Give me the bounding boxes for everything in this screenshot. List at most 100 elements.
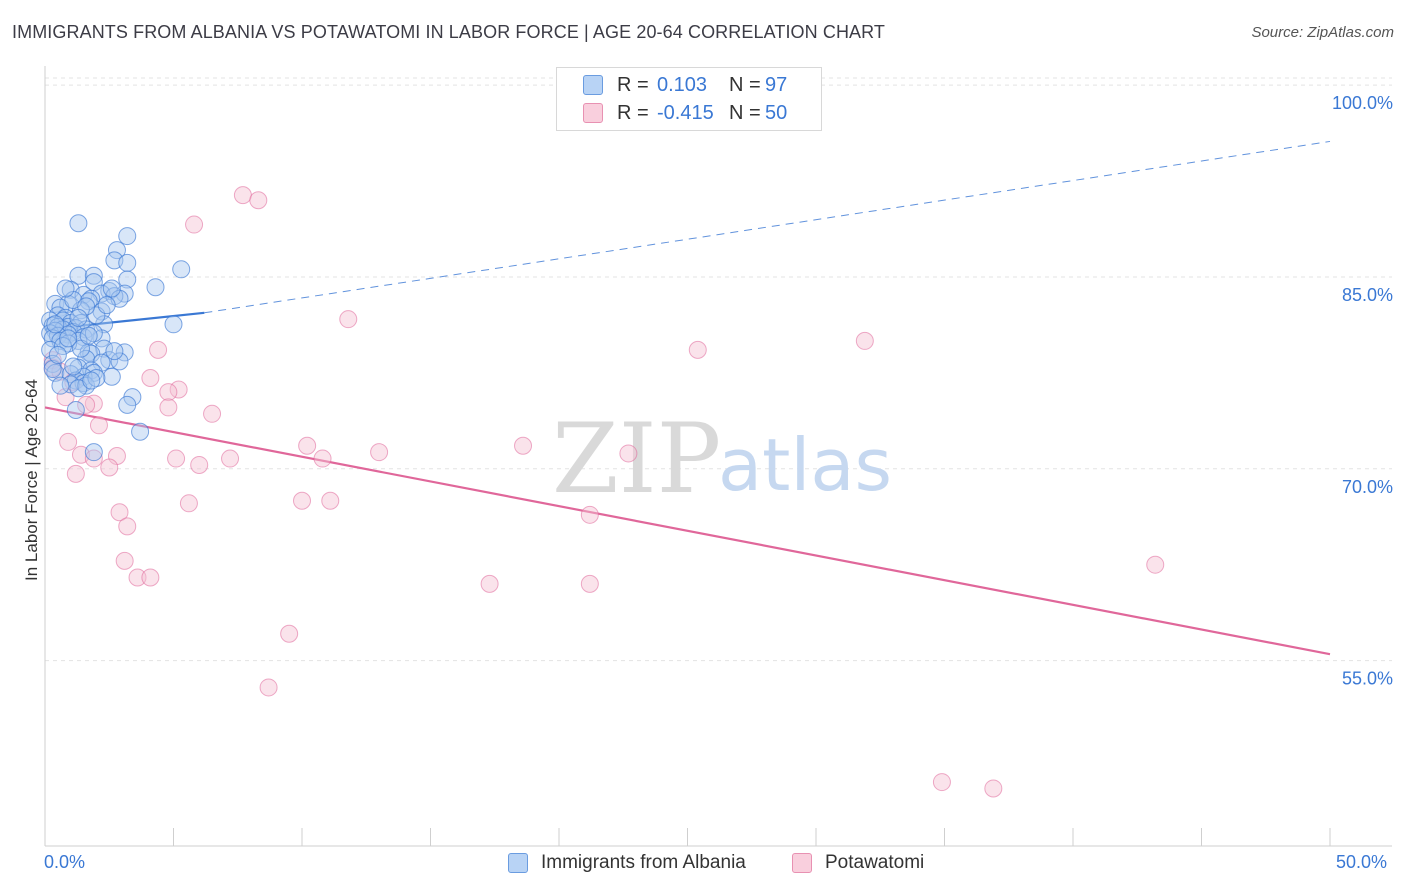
potawatomi-point bbox=[233, 186, 252, 205]
trend-lines bbox=[44, 140, 1331, 656]
data-points bbox=[41, 186, 1165, 798]
n-label: N = bbox=[729, 73, 761, 96]
albania-point bbox=[102, 367, 121, 386]
potawatomi-swatch-icon bbox=[792, 853, 812, 873]
albania-point bbox=[102, 279, 121, 298]
albania-point bbox=[48, 326, 67, 345]
potawatomi-trend-line bbox=[44, 406, 1331, 656]
albania-point bbox=[69, 214, 88, 233]
potawatomi-point bbox=[159, 383, 178, 402]
y-tick-label: 70.0% bbox=[1342, 477, 1393, 497]
potawatomi-point bbox=[1146, 555, 1165, 574]
potawatomi-point bbox=[203, 404, 222, 423]
axes bbox=[44, 66, 1392, 847]
albania-point bbox=[79, 326, 98, 345]
potawatomi-point bbox=[84, 449, 103, 468]
albania-point bbox=[66, 400, 85, 419]
albania-point bbox=[87, 369, 106, 387]
legend-label-potawatomi: Potawatomi bbox=[825, 852, 925, 873]
albania-point bbox=[164, 315, 183, 334]
albania-point bbox=[105, 342, 124, 361]
n-label: N = bbox=[729, 101, 761, 124]
y-tick-labels: 100.0% 85.0% 70.0% 55.0% bbox=[1332, 93, 1393, 688]
potawatomi-point bbox=[89, 416, 108, 435]
potawatomi-point bbox=[100, 458, 119, 477]
potawatomi-point bbox=[149, 340, 168, 359]
n-value: 97 bbox=[765, 73, 788, 96]
y-tick-label: 85.0% bbox=[1342, 285, 1393, 305]
potawatomi-point bbox=[619, 444, 638, 463]
albania-point bbox=[131, 422, 150, 441]
potawatomi-point bbox=[298, 436, 317, 455]
y-tick-label: 55.0% bbox=[1342, 669, 1393, 689]
albania-point bbox=[69, 308, 88, 327]
albania-point bbox=[43, 360, 62, 379]
r-label: R = bbox=[617, 101, 649, 124]
albania-swatch-icon bbox=[508, 853, 528, 873]
r-value: 0.103 bbox=[657, 73, 708, 96]
albania-point bbox=[84, 266, 103, 285]
potawatomi-point bbox=[118, 517, 137, 536]
chart-title: IMMIGRANTS FROM ALBANIA VS POTAWATOMI IN… bbox=[12, 22, 886, 42]
potawatomi-point bbox=[480, 574, 499, 593]
potawatomi-point bbox=[179, 494, 198, 513]
albania-point bbox=[46, 315, 65, 334]
x-axis-max-label: 50.0% bbox=[1336, 852, 1388, 872]
albania-point bbox=[59, 329, 78, 348]
watermark-atlas: atlas bbox=[718, 423, 892, 507]
potawatomi-point bbox=[185, 215, 204, 234]
series-legend: Immigrants from Albania Potawatomi bbox=[0, 852, 1406, 878]
potawatomi-point bbox=[321, 491, 340, 510]
y-tick-label: 100.0% bbox=[1332, 93, 1393, 113]
albania-point bbox=[51, 376, 70, 395]
potawatomi-point bbox=[77, 395, 96, 414]
albania-point bbox=[97, 296, 116, 315]
potawatomi-point bbox=[688, 340, 707, 359]
n-value: 50 bbox=[765, 101, 788, 124]
legend-item-albania: Immigrants from Albania bbox=[508, 852, 746, 874]
potawatomi-point bbox=[190, 455, 209, 474]
y-axis-title: In Labor Force | Age 20-64 bbox=[22, 379, 41, 581]
potawatomi-point bbox=[580, 505, 599, 524]
albania-point bbox=[146, 278, 165, 297]
x-axis-min-label: 0.0% bbox=[44, 852, 86, 872]
potawatomi-point bbox=[167, 449, 186, 468]
albania-point bbox=[107, 241, 126, 260]
potawatomi-point bbox=[984, 779, 1003, 798]
albania-point bbox=[64, 357, 83, 376]
watermark: ZIP atlas bbox=[552, 403, 892, 515]
potawatomi-point bbox=[339, 310, 358, 329]
potawatomi-point bbox=[141, 369, 160, 387]
albania-point bbox=[118, 270, 137, 289]
potawatomi-point bbox=[66, 464, 85, 483]
correlation-legend: R = 0.103 N = 97 R = -0.415 N = 50 bbox=[556, 67, 822, 131]
albania-point bbox=[118, 227, 137, 246]
legend-row-potawatomi: R = -0.415 N = 50 bbox=[583, 100, 805, 126]
potawatomi-point bbox=[141, 568, 160, 587]
potawatomi-point bbox=[159, 398, 178, 417]
albania-point bbox=[84, 324, 103, 343]
potawatomi-point bbox=[115, 551, 134, 570]
potawatomi-point bbox=[293, 491, 311, 510]
legend-row-albania: R = 0.103 N = 97 bbox=[583, 72, 805, 98]
albania-point bbox=[69, 266, 88, 285]
grid-lines bbox=[45, 77, 1392, 662]
albania-point bbox=[48, 345, 67, 364]
legend-label-albania: Immigrants from Albania bbox=[541, 852, 746, 873]
albania-point bbox=[56, 279, 75, 298]
albania-point bbox=[172, 260, 191, 279]
r-label: R = bbox=[617, 73, 649, 96]
potawatomi-point bbox=[249, 191, 268, 210]
potawatomi-point bbox=[855, 331, 874, 350]
potawatomi-point bbox=[932, 773, 951, 792]
potawatomi-swatch-icon bbox=[583, 103, 603, 123]
albania-point bbox=[82, 371, 101, 390]
potawatomi-point bbox=[169, 380, 188, 399]
albania-swatch-icon bbox=[583, 75, 603, 95]
potawatomi-point bbox=[84, 394, 103, 413]
potawatomi-point bbox=[514, 436, 533, 455]
albania-point bbox=[84, 443, 103, 462]
r-value: -0.415 bbox=[657, 101, 714, 124]
albania-point bbox=[118, 253, 137, 272]
